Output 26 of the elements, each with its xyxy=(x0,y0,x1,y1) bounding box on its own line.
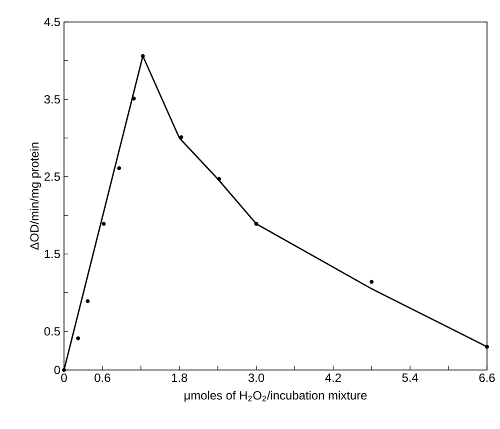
point xyxy=(117,166,122,170)
point xyxy=(485,344,490,349)
point xyxy=(254,222,258,226)
x-tick-label: 1.8 xyxy=(172,374,188,382)
x-tick-label: 6.6 xyxy=(479,374,495,382)
x-tick-label: 3.0 xyxy=(248,374,264,382)
y-tick-label: 3.5 xyxy=(44,95,60,104)
y-tick-label: 2.5 xyxy=(44,172,60,181)
y-tick-label: 1.5 xyxy=(44,250,60,258)
point xyxy=(62,368,66,372)
y-tick-label: 4.5 xyxy=(44,18,60,26)
point xyxy=(370,280,374,284)
y-tick-label: 0 xyxy=(54,366,60,374)
x-tick-label: 4.2 xyxy=(325,374,341,382)
x-tick-label: 0 xyxy=(61,374,67,382)
point xyxy=(76,336,80,340)
point xyxy=(179,135,184,140)
x-tick-label: 5.4 xyxy=(402,374,418,382)
point xyxy=(217,176,222,181)
x-tick-label: 0.6 xyxy=(94,374,110,382)
y-axis-title: ΔOD/min/mg protein xyxy=(30,142,42,250)
y-tick-label: 0.5 xyxy=(44,327,60,336)
point xyxy=(86,299,90,304)
point xyxy=(140,54,145,58)
point xyxy=(102,222,106,226)
x-axis-title: μmoles of H$_{2}$O$_{2}$/incubation mixture xyxy=(184,390,367,402)
